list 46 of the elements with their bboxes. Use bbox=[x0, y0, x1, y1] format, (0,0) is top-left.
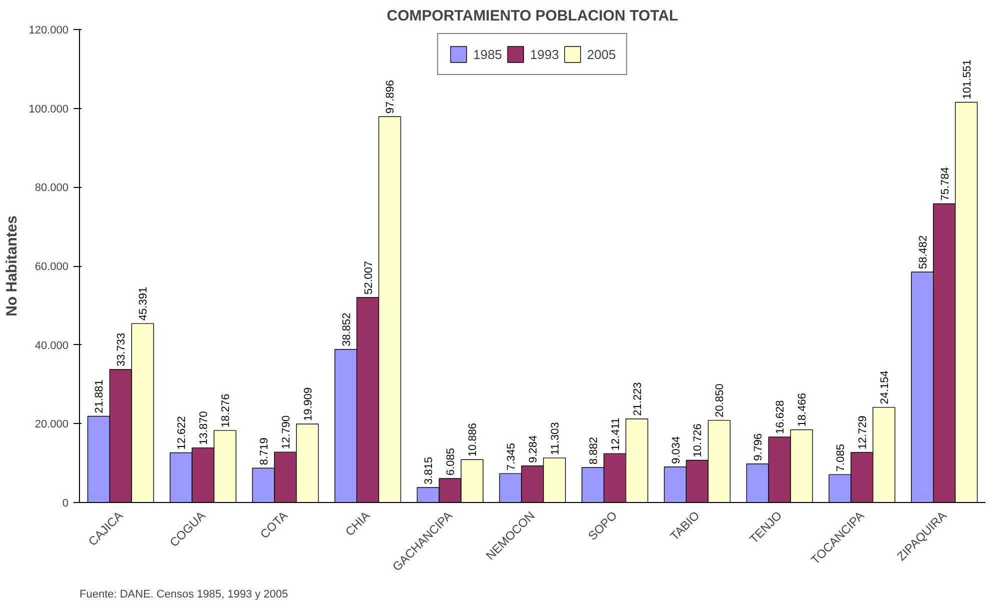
data-label: 20.850 bbox=[714, 384, 726, 418]
data-label: 75.784 bbox=[939, 167, 952, 201]
data-label: 9.034 bbox=[670, 436, 682, 464]
data-label: 97.896 bbox=[384, 80, 397, 114]
data-label: 19.909 bbox=[302, 387, 314, 422]
data-label: 12.411 bbox=[610, 418, 622, 451]
data-label: 33.733 bbox=[116, 332, 128, 367]
data-label: 21.881 bbox=[94, 380, 106, 414]
y-tick-label: 40.000 bbox=[34, 340, 69, 352]
data-label: 12.622 bbox=[176, 416, 188, 450]
data-label: 45.391 bbox=[138, 286, 150, 321]
y-tick-label: 0 bbox=[62, 498, 69, 510]
data-label: 11.303 bbox=[549, 422, 562, 455]
data-label: 7.085 bbox=[834, 444, 847, 472]
data-label: 7.345 bbox=[506, 443, 518, 471]
y-tick-label: 60.000 bbox=[34, 261, 69, 273]
y-tick-label: 20.000 bbox=[34, 418, 69, 431]
data-label: 18.276 bbox=[220, 394, 232, 428]
data-label: 9.284 bbox=[528, 435, 540, 463]
data-label: 18.466 bbox=[796, 393, 809, 427]
legend-label: 1993 bbox=[530, 46, 559, 62]
legend-label: 2005 bbox=[586, 46, 616, 62]
y-tick-label: 100.000 bbox=[28, 103, 69, 116]
y-tick-label: 80.000 bbox=[34, 182, 69, 194]
data-label: 12.729 bbox=[856, 416, 869, 450]
data-label: 58.482 bbox=[917, 235, 930, 269]
data-label: 9.796 bbox=[752, 433, 765, 461]
data-label: 8.719 bbox=[258, 438, 270, 466]
y-axis-title: No Habitantes bbox=[4, 216, 21, 316]
data-label: 6.085 bbox=[445, 448, 458, 476]
data-label: 52.007 bbox=[362, 260, 375, 295]
legend-label: 1985 bbox=[473, 46, 502, 62]
data-label: 38.852 bbox=[340, 312, 353, 346]
data-label: 10.886 bbox=[467, 422, 480, 457]
data-label: 101.551 bbox=[961, 59, 974, 100]
chart-title: COMPORTAMIENTO POBLACION TOTAL bbox=[386, 8, 678, 24]
data-label: 8.882 bbox=[588, 436, 600, 464]
data-label: 13.870 bbox=[198, 411, 210, 445]
data-label: 3.815 bbox=[423, 456, 436, 484]
data-label: 21.223 bbox=[632, 382, 644, 416]
data-label: 24.154 bbox=[878, 370, 891, 404]
data-label: 12.790 bbox=[280, 415, 292, 450]
data-label: 10.726 bbox=[692, 424, 704, 458]
data-label: 16.628 bbox=[774, 400, 787, 434]
source-note: Fuente: DANE. Censos 1985, 1993 y 2005 bbox=[80, 588, 288, 600]
y-tick-label: 120.000 bbox=[28, 24, 69, 36]
